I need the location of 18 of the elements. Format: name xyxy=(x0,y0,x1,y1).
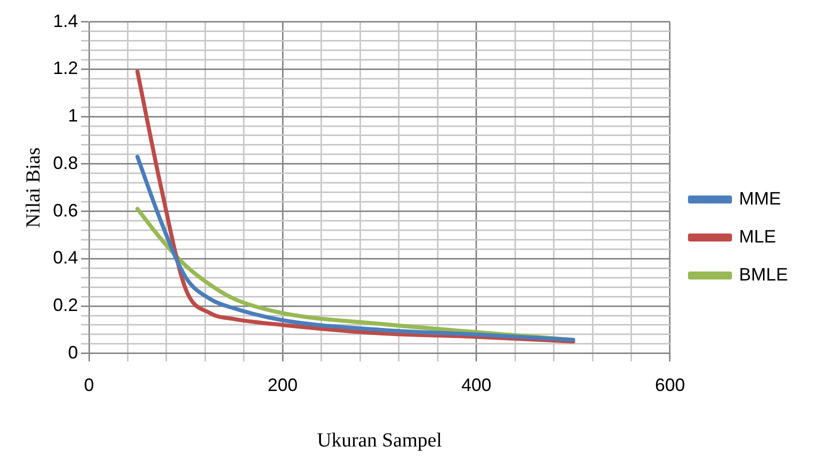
y-tick-label: 0.4 xyxy=(52,248,78,268)
x-tick-label: 400 xyxy=(461,375,492,396)
x-tick-label: 600 xyxy=(654,375,686,396)
y-tick-label: 0.6 xyxy=(52,200,78,220)
line-series xyxy=(135,154,576,342)
y-tick-label: 0 xyxy=(68,342,78,362)
x-tick-label: 200 xyxy=(268,375,298,396)
legend-label: MME xyxy=(738,188,781,208)
y-axis-title: Nilai Bias xyxy=(22,147,44,228)
y-tick-label: 0.2 xyxy=(52,294,78,315)
y-tick-label: 0.8 xyxy=(52,152,78,173)
y-tick-label: 1.2 xyxy=(52,58,78,78)
x-axis-title: Ukuran Sampel xyxy=(317,429,442,452)
y-tick-label: 1 xyxy=(68,106,78,126)
y-tick-label: 1.4 xyxy=(52,10,78,31)
x-tick-label: 0 xyxy=(84,375,94,396)
legend-label: MLE xyxy=(738,226,776,246)
legend-label: BMLE xyxy=(738,264,788,284)
